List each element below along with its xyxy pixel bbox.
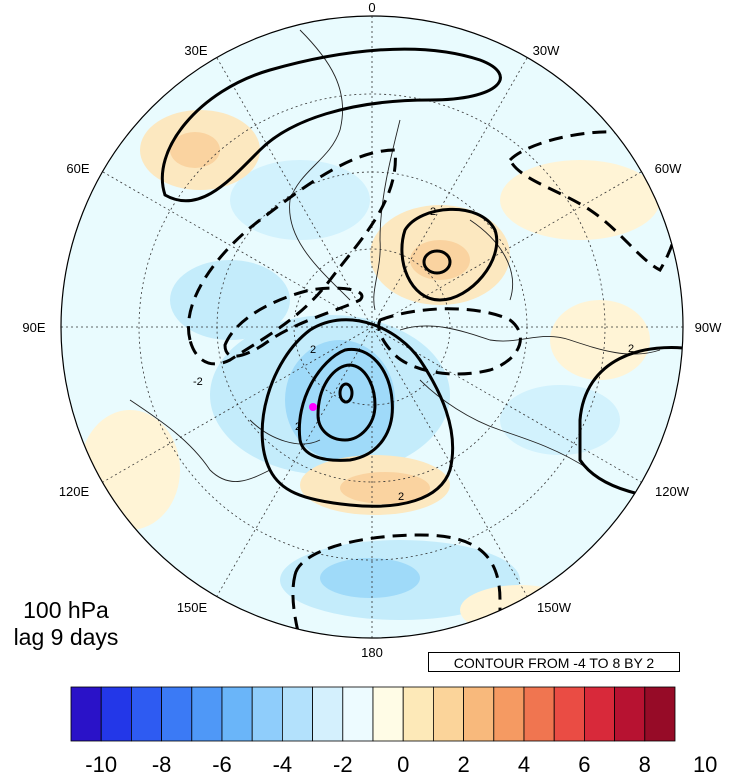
contour-label: 2 [295, 421, 301, 433]
colorbar-tick-label: 10 [692, 752, 718, 777]
colorbar-cell [432, 686, 464, 742]
colorbar-cell [584, 686, 616, 742]
lon-label-30e: 30E [184, 43, 207, 58]
lon-label-0: 0 [368, 0, 375, 15]
contour-label: 2 [310, 344, 316, 356]
colorbar-tick-label: 4 [517, 752, 531, 777]
colorbar-cell [614, 686, 646, 742]
colorbar-cell [463, 686, 495, 742]
colorbar-tick-label: 6 [578, 752, 591, 777]
colorbar-cell [131, 686, 163, 742]
lon-label-90w: 90W [695, 320, 722, 335]
contour-label: -2 [193, 376, 203, 388]
colorbar-tick-label: -10 [85, 752, 118, 777]
colorbar-tick-label: -2 [333, 752, 353, 777]
colorbar-cell [251, 686, 283, 742]
contour-label: 2 [628, 343, 634, 355]
colorbar-cell [281, 686, 313, 742]
colorbar-tick-label: 0 [397, 752, 410, 777]
anomaly-shading [80, 110, 660, 635]
colorbar-cell [644, 686, 676, 742]
contour-label: 2 [398, 491, 404, 503]
colorbar-cell [191, 686, 223, 742]
colorbar-cell [402, 686, 434, 742]
lon-label-120e: 120E [59, 484, 90, 499]
lon-label-30w: 30W [533, 43, 560, 58]
contour-label: 2 [430, 206, 436, 218]
colorbar-cell [312, 686, 344, 742]
contour-info-box: CONTOUR FROM -4 TO 8 BY 2 [428, 652, 680, 672]
lon-label-180: 180 [361, 645, 383, 660]
colorbar-tick-label: 8 [638, 752, 651, 777]
colorbar-cell [100, 686, 132, 742]
negative-contours [187, 130, 682, 638]
colorbar-cell [372, 686, 404, 742]
graticule [61, 16, 683, 638]
colorbar-tick-label: 2 [457, 752, 470, 777]
colorbar-cell [221, 686, 253, 742]
colorbar [70, 686, 676, 742]
lon-label-150w: 150W [537, 600, 572, 615]
lag-label: lag 9 days [13, 624, 119, 650]
positive-contours [160, 47, 683, 508]
lon-label-120w: 120W [655, 484, 690, 499]
map-border [60, 15, 684, 639]
colorbar-cell [161, 686, 193, 742]
colorbar-tick-label: -8 [151, 752, 172, 777]
colorbar-cell [493, 686, 525, 742]
pressure-level-label: 100 hPa [23, 597, 109, 623]
lon-label-90e: 90E [22, 320, 45, 335]
lon-label-60w: 60W [655, 161, 682, 176]
colorbar-tick-label: -4 [272, 752, 293, 777]
lon-label-60e: 60E [66, 161, 89, 176]
colorbar-tick-label: -6 [212, 752, 232, 777]
colorbar-cell [342, 686, 374, 742]
colorbar-cell [553, 686, 585, 742]
colorbar-cell [70, 686, 102, 742]
contour-labels: 2 2 2 -2 2 2 [193, 206, 634, 503]
location-marker [309, 403, 317, 411]
lon-label-150e: 150E [177, 600, 208, 615]
colorbar-cell [523, 686, 555, 742]
